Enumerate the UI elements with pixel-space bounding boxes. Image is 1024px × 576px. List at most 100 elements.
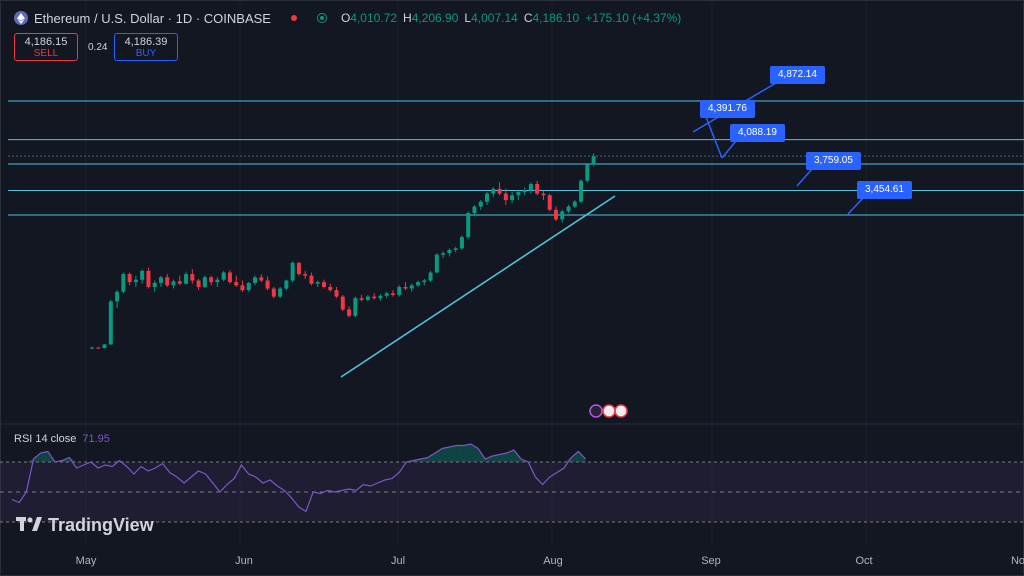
rsi-overbought-fill [456, 445, 464, 462]
candle-body [491, 188, 496, 194]
x-tick-label: Oct [855, 555, 873, 567]
x-tick-label: No [1010, 555, 1024, 567]
sell-button[interactable]: 4,186.15 SELL [14, 33, 78, 61]
candle-body [453, 248, 458, 250]
rsi-overbought-fill [492, 454, 500, 462]
candle-body [315, 282, 320, 284]
candle-body [378, 295, 383, 299]
candle-body [271, 288, 276, 297]
x-tick-label: Jul [390, 555, 406, 567]
event-us-flag-icon-2 [614, 404, 628, 418]
candle-body [535, 184, 540, 194]
ohlc-readout: O 4,010.72 H 4,206.90 L 4,007.14 C 4,186.10 … [341, 11, 687, 25]
candle-body [409, 285, 414, 289]
candle-body [121, 274, 126, 292]
rsi-overbought-fill [26, 459, 34, 462]
candle-body [221, 272, 226, 280]
open-value: 4,010.72 [350, 11, 398, 25]
candle-body [384, 293, 389, 296]
candle-body [560, 211, 565, 220]
x-tick-label: Jun [235, 555, 253, 567]
candle-body [133, 279, 138, 283]
event-lightning-icon [589, 404, 603, 418]
live-data-icon [316, 13, 327, 23]
open-key: O [340, 11, 351, 25]
candle-body [497, 188, 502, 194]
price-callout[interactable]: 4,872.14 [770, 66, 825, 84]
candle-body [466, 212, 471, 238]
candle-body [572, 201, 577, 207]
candle-body [541, 193, 546, 196]
change-value: +175.10 (+4.37%) [585, 11, 682, 25]
price-callout[interactable]: 4,391.76 [700, 100, 755, 118]
candle-body [422, 280, 427, 283]
candle-body [303, 274, 308, 276]
candle-body [127, 274, 132, 283]
candle-body [140, 270, 145, 280]
rsi-line [11, 443, 587, 513]
candle-body [566, 206, 571, 212]
candle-body [290, 262, 295, 281]
rsi-overbought-fill [470, 444, 479, 462]
low-key: L [464, 11, 472, 25]
candle-body [108, 301, 113, 345]
price-callout[interactable]: 3,454.61 [857, 181, 912, 199]
buy-button[interactable]: 4,186.39 BUY [114, 33, 178, 61]
rsi-overbought-fill [442, 447, 450, 462]
high-key: H [403, 11, 412, 25]
candle-body [321, 282, 326, 287]
candle-body [390, 293, 395, 295]
candle-body [591, 156, 596, 165]
candle-body [472, 206, 477, 213]
tradingview-mark-icon [16, 516, 42, 536]
rsi-overbought-fill [427, 453, 436, 462]
candle-body [209, 277, 214, 283]
symbol-title[interactable]: Ethereum / U.S. Dollar · 1D · COINBASE [34, 10, 271, 26]
candle-body [503, 193, 508, 201]
event-us-flag-icon [602, 404, 616, 418]
candle-body [284, 280, 289, 289]
symbol-header: Ethereum / U.S. Dollar · 1D · COINBASE O… [14, 8, 687, 28]
candle-body [227, 272, 232, 283]
candle-body [196, 280, 201, 287]
candle-body [90, 347, 94, 349]
candle-body [259, 277, 264, 281]
tradingview-logo[interactable]: TradingView [16, 515, 154, 536]
rsi-overbought-fill [485, 456, 493, 462]
candle-body [265, 280, 270, 289]
candle-body [253, 277, 258, 283]
candle-body [158, 277, 163, 283]
market-status-icon [290, 15, 297, 21]
trend-line [340, 195, 616, 378]
rsi-legend[interactable]: RSI 14 close 71.95 [14, 433, 110, 445]
candle-body [528, 184, 533, 191]
candle-body [152, 282, 157, 287]
rsi-value: 71.95 [82, 433, 110, 445]
candle-body [296, 262, 301, 275]
candle-body [522, 190, 527, 193]
candle-body [372, 296, 377, 299]
rsi-overbought-fill [499, 453, 507, 462]
candle-body [334, 290, 339, 297]
price-callout[interactable]: 3,759.05 [806, 152, 861, 170]
buy-label: BUY [135, 48, 157, 59]
candle-body [365, 296, 370, 300]
x-tick-label: Sep [701, 555, 721, 567]
callout-pointer [705, 116, 723, 159]
rsi-overbought-fill [571, 451, 579, 462]
spread-value: 0.24 [88, 42, 108, 53]
brand-name: TradingView [48, 515, 154, 535]
candle-body [585, 164, 590, 181]
candle-body [428, 272, 433, 281]
callout-pointer [847, 197, 864, 215]
sell-label: SELL [33, 48, 59, 59]
rsi-title: RSI 14 close [14, 433, 77, 445]
rsi-overbought-fill [449, 445, 457, 462]
candle-body [202, 277, 207, 287]
candle-body [510, 195, 515, 201]
price-callout[interactable]: 4,088.19 [730, 124, 785, 142]
rsi-overbought-fill [463, 444, 471, 462]
candle-body [146, 270, 151, 287]
candle-body [102, 344, 107, 349]
